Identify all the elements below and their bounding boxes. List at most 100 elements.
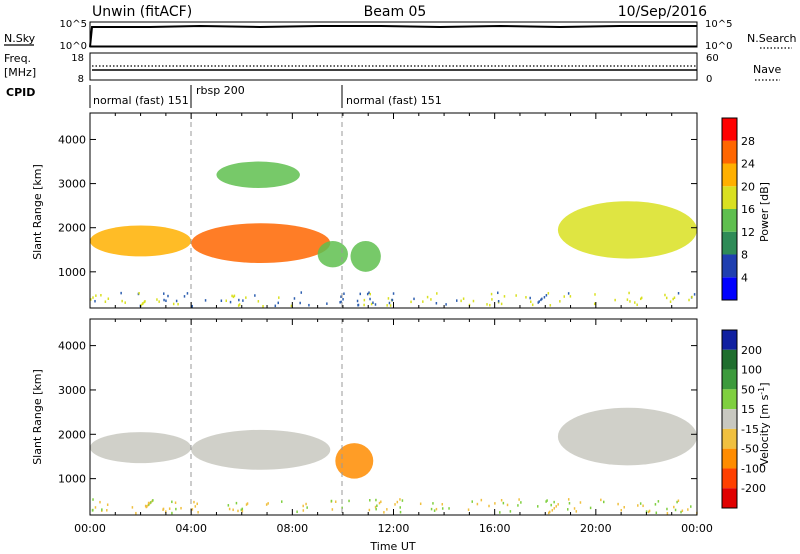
velocity-speckle-point <box>267 502 269 505</box>
freq-left-tick-bottom: 8 <box>78 74 84 85</box>
velocity-speckle-point <box>617 502 619 506</box>
power-speckle-point <box>299 301 301 305</box>
power-speckle-point <box>664 293 666 297</box>
velocity-speckle-point <box>555 505 557 508</box>
velocity-speckle-point <box>476 502 479 506</box>
freq-left-label-2: [MHz] <box>4 66 36 79</box>
velocity-speckle-point <box>241 507 244 511</box>
velocity-speckle-point <box>94 506 97 509</box>
velocity-speckle-point <box>567 508 569 511</box>
velocity-speckle-point <box>380 500 382 504</box>
power-speckle-point <box>92 296 94 299</box>
power-echo-region-1 <box>90 225 192 257</box>
power-speckle-point <box>124 301 126 304</box>
power-speckle-point <box>456 299 458 302</box>
velocity-speckle-point <box>637 504 639 507</box>
velocity-colorbar-tick: -100 <box>741 462 766 475</box>
power-speckle-point <box>339 301 341 304</box>
x-tick-label: 20:00 <box>580 522 612 535</box>
power-speckle-point <box>340 300 342 304</box>
velocity-speckle-point <box>396 500 399 504</box>
velocity-speckle-point <box>399 506 401 509</box>
power-speckle-point <box>460 299 462 303</box>
x-tick-label: 16:00 <box>479 522 511 535</box>
power-speckle-point <box>158 300 160 303</box>
velocity-colorbar-tick: 15 <box>741 403 755 416</box>
power-speckle-point <box>90 298 92 301</box>
velocity-speckle-point <box>441 507 444 510</box>
power-speckle-point <box>363 303 365 307</box>
power-speckle-point <box>693 293 696 296</box>
velocity-speckle-point <box>246 502 249 505</box>
power-echo-region-6 <box>557 201 698 259</box>
power-speckle-point <box>225 299 227 303</box>
velocity-speckle-point <box>648 509 651 513</box>
velocity-regions <box>90 407 698 479</box>
velocity-speckle-point <box>642 504 644 508</box>
velocity-speckle-point <box>99 500 101 504</box>
y-tick-label: 2000 <box>58 222 86 235</box>
power-panel: 1000 2000 3000 4000 Slant Range [km] <box>31 112 698 309</box>
power-speckle-point <box>529 296 531 300</box>
velocity-speckle-point <box>369 499 371 502</box>
power-colorbar-tick: 24 <box>741 158 755 171</box>
velocity-speckle-point <box>499 511 501 514</box>
velocity-speckle-point <box>194 505 197 508</box>
velocity-speckle-point <box>235 501 238 505</box>
velocity-speckle-point <box>480 498 483 502</box>
power-speckle-point <box>183 295 186 298</box>
y-tick-label: 2000 <box>58 428 86 441</box>
power-ground-speckle <box>90 291 696 308</box>
y-tick-label: 3000 <box>58 384 86 397</box>
velocity-speckle-point <box>148 503 150 506</box>
velocity-speckle-point <box>196 502 198 506</box>
velocity-speckle-point <box>237 509 239 513</box>
power-speckle-point <box>374 303 377 306</box>
power-echo-region-3 <box>216 161 300 188</box>
velocity-speckle-point <box>106 509 108 512</box>
velocity-speckle-point <box>681 509 684 513</box>
power-speckle-point <box>540 298 542 302</box>
velocity-speckle-point <box>265 503 268 506</box>
power-colorbar-segment <box>722 231 737 255</box>
power-speckle-point <box>472 299 475 303</box>
power-speckle-point <box>569 295 572 298</box>
y-tick-label: 4000 <box>58 340 86 353</box>
velocity-speckle-point <box>645 510 648 513</box>
velocity-speckle-point <box>589 506 592 510</box>
power-speckle-point <box>326 302 328 305</box>
velocity-speckle-point <box>101 508 103 511</box>
power-speckle-point <box>594 293 596 296</box>
velocity-colorbar-tick: -15 <box>741 423 759 436</box>
power-speckle-point <box>614 298 616 302</box>
power-speckle-point <box>669 300 672 303</box>
power-speckle-point <box>386 304 388 307</box>
velocity-x-ticks: 00:00 04:00 08:00 12:00 16:00 20:00 00:00 <box>74 319 713 535</box>
power-speckle-point <box>445 303 447 306</box>
power-y-ticks: 1000 2000 3000 4000 <box>58 133 697 279</box>
velocity-colorbar-segment <box>722 330 737 350</box>
power-speckle-point <box>530 300 532 304</box>
velocity-speckle-point <box>471 500 473 503</box>
power-speckle-point <box>366 292 369 296</box>
cpid-segment-3: normal (fast) 151 <box>346 94 442 107</box>
power-speckle-point <box>107 297 110 300</box>
power-speckle-point <box>363 298 366 302</box>
power-speckle-point <box>186 292 189 295</box>
power-speckle-point <box>165 299 167 303</box>
velocity-echo-region-1 <box>90 432 192 464</box>
power-speckle-point <box>462 297 465 300</box>
power-speckle-point <box>410 300 412 304</box>
velocity-speckle-point <box>620 508 623 512</box>
power-speckle-point <box>422 300 424 303</box>
power-speckle-point <box>391 298 394 302</box>
power-speckle-point <box>94 299 96 303</box>
velocity-speckle-point <box>175 507 177 511</box>
velocity-speckle-point <box>657 500 660 503</box>
power-speckle-point <box>172 302 175 306</box>
power-speckle-point <box>242 299 244 302</box>
velocity-speckle-point <box>240 508 243 512</box>
power-speckle-point <box>372 301 374 304</box>
velocity-speckle-point <box>302 504 304 508</box>
power-colorbar-segment <box>722 254 737 278</box>
